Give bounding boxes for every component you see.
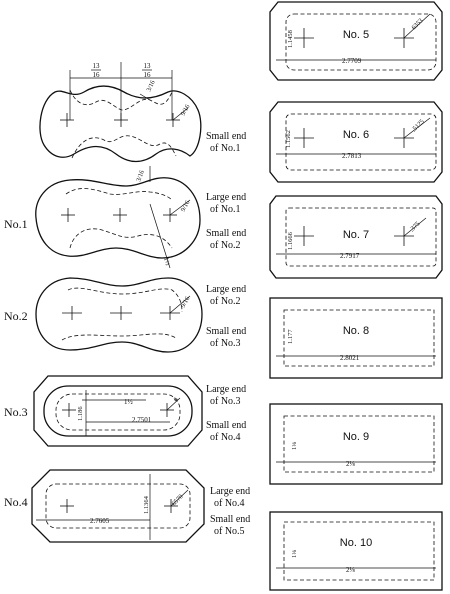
figure-c-dim-side: 9/16 (180, 295, 192, 309)
figure-d-dim-width: 2.7501 (132, 416, 152, 424)
figure-c-label-line3: Small end (206, 326, 246, 337)
figure-a-dim-right-denominator: 16 (144, 71, 152, 79)
plate-no10-width: 2⅛ (346, 566, 356, 574)
figure-b-label-line3: Small end (206, 228, 246, 239)
figure-no3: No.3 1½ 2.7501 1.186 6 Large end of No.3… (4, 375, 246, 447)
figure-d-outline (33, 375, 203, 447)
figure-a-dim-left-numerator: 13 (93, 62, 101, 70)
figure-e-label-line2: of No.4 (214, 498, 245, 509)
plate-no9-height: 1⅛ (291, 442, 298, 450)
figure-c-label-line2: of No.2 (210, 296, 241, 307)
figure-c-stage-label: No.2 (4, 309, 28, 323)
plate-no8-title: No. 8 (343, 325, 369, 337)
plate-no5-height: 1.1458 (287, 30, 294, 48)
figure-a-label-line2: of No.1 (210, 143, 241, 154)
figure-a-dim-right-numerator: 13 (144, 62, 152, 70)
plate-no6-width: 2.7813 (342, 152, 362, 160)
figure-c-outline (35, 277, 203, 353)
figure-e-label-line4: of No.5 (214, 526, 245, 537)
plate-no6: No. 6 1.1562 2.7813 .5125 (269, 101, 443, 183)
plate-no9-width: 2⅛ (346, 460, 356, 468)
plate-no7-height: 1.1666 (287, 231, 294, 250)
plate-no6-title: No. 6 (343, 129, 369, 141)
plate-no7-title: No. 7 (343, 229, 369, 241)
plate-no5-width: 2.7709 (342, 57, 362, 65)
figure-b-outline (35, 177, 201, 259)
plate-no5-corner: 6353 (410, 17, 424, 31)
figure-a-dim-left-denominator: 16 (93, 71, 101, 79)
plate-no10-height: 1⅛ (291, 550, 298, 558)
figure-no4: No.4 2.7605 1.1364 6570 Large end of No.… (4, 469, 250, 543)
plate-no5: No. 5 1.1458 2.7709 6353 (269, 1, 443, 81)
figure-e-label-line1: Large end (210, 486, 250, 497)
figure-no2: No.2 9/16 Large end of No.2 Small end of… (4, 277, 246, 353)
figure-a-dim-radius: 3/16 (145, 79, 157, 93)
figure-no1: No.1 3/16 9/16 1½ Large end of No.1 Smal… (4, 166, 246, 269)
plate-no8-width: 2.8021 (340, 354, 360, 362)
figure-e-outline (31, 469, 205, 543)
figure-e-dim-height: 1.1364 (143, 495, 150, 514)
figure-d-label-line3: Small end (206, 420, 246, 431)
figure-b-dim-diagonal: 1½ (162, 257, 171, 267)
figure-e-stage-label: No.4 (4, 495, 28, 509)
figure-b-label-line4: of No.2 (210, 240, 241, 251)
plate-no5-title: No. 5 (343, 29, 369, 41)
figure-b-label-line2: of No.1 (210, 204, 241, 215)
figure-e-label-line3: Small end (210, 514, 250, 525)
plate-no9-title: No. 9 (343, 431, 369, 443)
figure-d-label-line4: of No.4 (210, 432, 241, 443)
plate-no8-height: 1.177 (287, 329, 294, 344)
figure-d-dim-height: 1.186 (77, 406, 84, 421)
figure-d-label-line2: of No.3 (210, 396, 241, 407)
plate-no9: No. 9 1⅛ 2⅛ (269, 403, 443, 485)
figure-c-label-line1: Large end (206, 284, 246, 295)
figure-b-dim-top: 3/16 (135, 169, 146, 183)
plate-no7-width: 2.7917 (340, 252, 360, 260)
plate-no10-title: No. 10 (340, 537, 372, 549)
plate-no10: No. 10 1⅛ 2⅛ (269, 511, 443, 591)
figure-a-label-line1: Small end (206, 131, 246, 142)
figure-a-dim-side: 9/16 (180, 103, 192, 117)
figure-d-dim-corner: 6 (172, 396, 180, 404)
plate-no8: No. 8 1.177 2.8021 (269, 297, 443, 379)
figure-b-dim-side: 9/16 (180, 199, 192, 213)
figure-d-stage-label: No.3 (4, 405, 28, 419)
figure-d-dim-upper: 1½ (124, 398, 133, 406)
plate-no6-corner: .5125 (410, 118, 425, 133)
figure-small-end-no1: 13 16 13 16 3/16 9/16 Small end of No.1 (39, 62, 246, 163)
figure-c-label-line4: of No.3 (210, 338, 241, 349)
figure-e-dim-width: 2.7605 (90, 517, 110, 525)
figure-a-outline (39, 85, 202, 163)
figure-b-label-line1: Large end (206, 192, 246, 203)
figure-d-label-line1: Large end (206, 384, 246, 395)
plate-no7-corner: .375 (408, 220, 421, 233)
figure-b-stage-label: No.1 (4, 217, 28, 231)
plate-no7: No. 7 1.1666 2.7917 .375 (269, 195, 443, 279)
plate-no6-height: 1.1562 (285, 130, 292, 148)
